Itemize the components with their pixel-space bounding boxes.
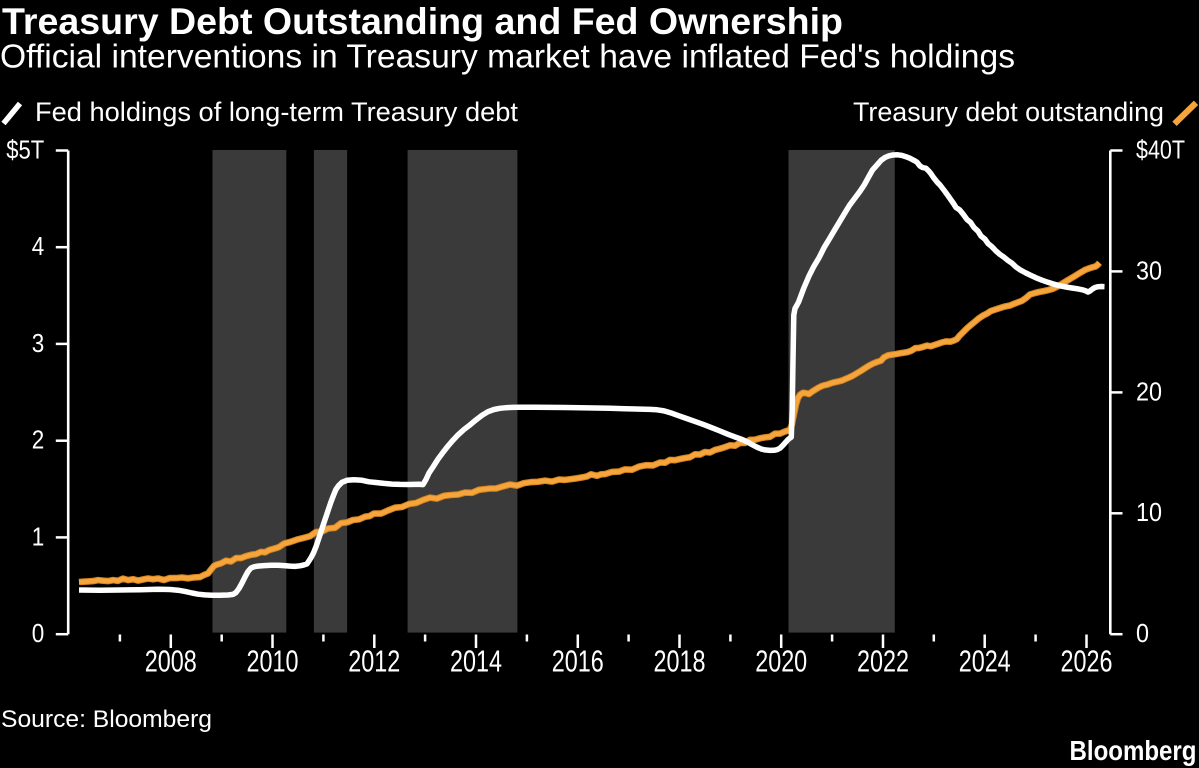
svg-text:$5T: $5T xyxy=(6,134,44,164)
svg-text:2018: 2018 xyxy=(654,644,706,679)
svg-text:0: 0 xyxy=(32,618,45,648)
svg-text:30: 30 xyxy=(1136,255,1162,285)
svg-text:4: 4 xyxy=(32,231,45,261)
svg-text:Treasury debt outstanding: Treasury debt outstanding xyxy=(853,97,1164,127)
svg-text:1: 1 xyxy=(32,521,45,551)
svg-text:10: 10 xyxy=(1136,497,1162,527)
svg-text:2010: 2010 xyxy=(247,644,299,679)
svg-text:Official interventions in Trea: Official interventions in Treasury marke… xyxy=(0,38,1015,75)
svg-text:Fed holdings of long-term Trea: Fed holdings of long-term Treasury debt xyxy=(35,97,519,127)
svg-text:2012: 2012 xyxy=(348,644,400,679)
svg-text:2026: 2026 xyxy=(1061,644,1113,679)
svg-text:20: 20 xyxy=(1136,376,1162,406)
svg-text:2: 2 xyxy=(32,425,45,455)
svg-text:0: 0 xyxy=(1136,618,1149,648)
svg-text:2008: 2008 xyxy=(145,644,197,679)
svg-text:3: 3 xyxy=(32,328,45,358)
svg-text:2024: 2024 xyxy=(959,644,1011,679)
svg-text:Source: Bloomberg: Source: Bloomberg xyxy=(1,706,212,733)
svg-text:2016: 2016 xyxy=(552,644,604,679)
svg-text:Bloomberg: Bloomberg xyxy=(1070,735,1197,766)
svg-text:2014: 2014 xyxy=(450,644,502,679)
svg-text:2020: 2020 xyxy=(755,644,807,679)
svg-text:2022: 2022 xyxy=(857,644,909,679)
svg-text:$40T: $40T xyxy=(1136,134,1185,164)
svg-text:Treasury Debt Outstanding and: Treasury Debt Outstanding and Fed Owners… xyxy=(2,1,843,42)
